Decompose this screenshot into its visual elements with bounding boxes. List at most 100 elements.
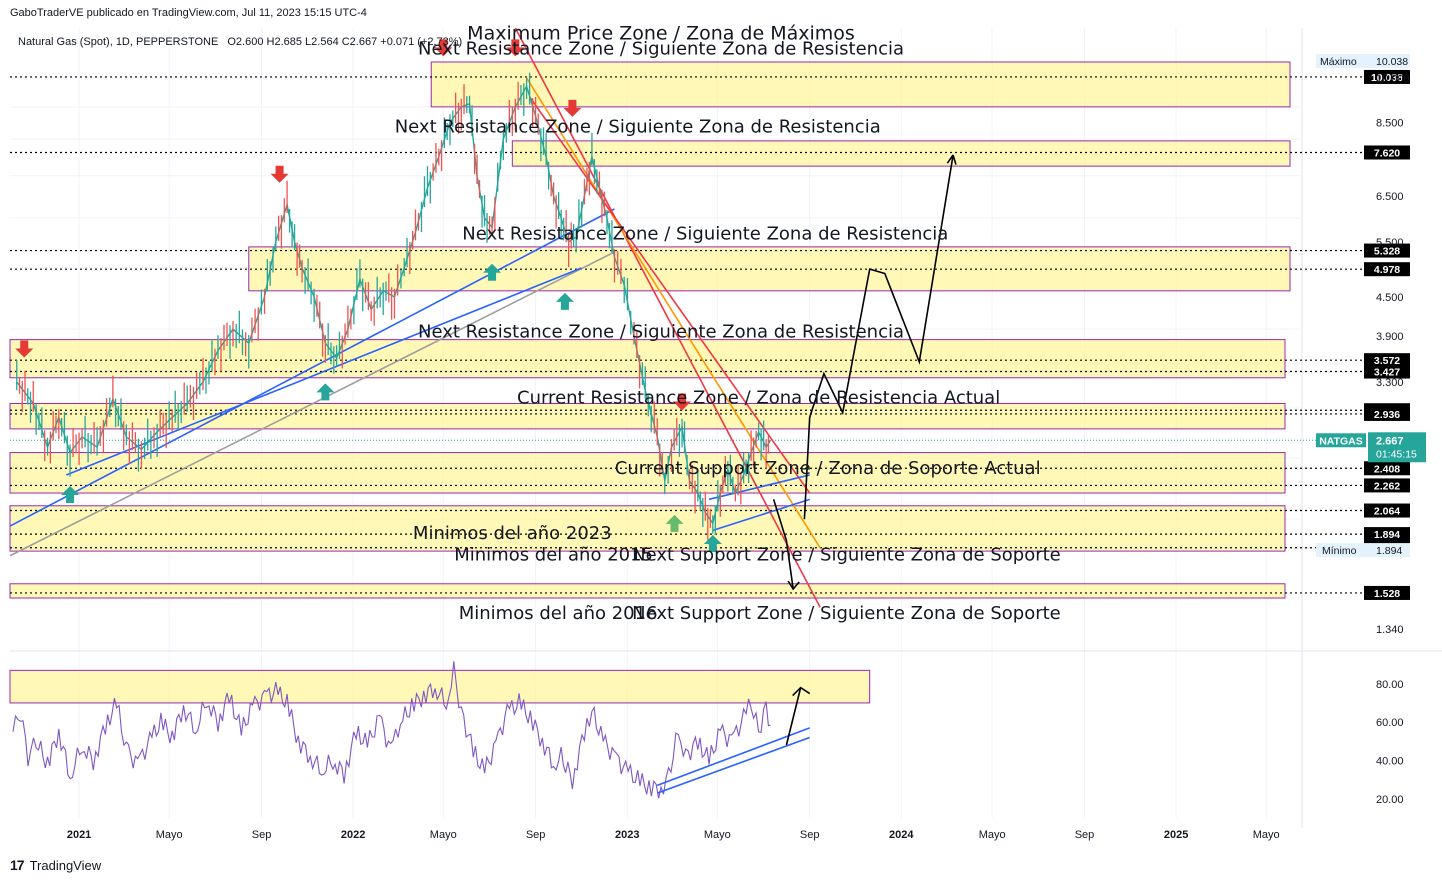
current-symbol: NATGAS <box>1319 435 1363 447</box>
y-tick-label: 1.340 <box>1376 624 1404 636</box>
current-price-bg <box>1368 432 1426 463</box>
rsi-zone <box>9 669 871 704</box>
x-tick-label: Mayo <box>430 829 457 841</box>
arrow-down-icon <box>15 340 34 358</box>
min-label-value: 1.894 <box>1376 545 1402 557</box>
price-level-label: 1.894 <box>1374 529 1400 541</box>
price-level-tag <box>1364 406 1410 421</box>
trendline-support-blue <box>712 498 810 532</box>
arrow-down-icon <box>434 39 453 57</box>
y-tick-label: 6.500 <box>1376 191 1404 203</box>
rsi-arrow <box>785 687 802 746</box>
max-label-value: 10.038 <box>1376 56 1408 68</box>
y-tick-label: 5.500 <box>1376 237 1404 249</box>
x-tick-label: 2024 <box>889 829 914 841</box>
arrow-up-icon <box>483 263 502 281</box>
projection <box>772 154 957 591</box>
price-level-tag <box>1364 503 1410 518</box>
annotation-text: Next Resistance Zone / Siguiente Zona de… <box>462 223 948 244</box>
trendline-ascending-blue <box>9 208 615 527</box>
max-label-name: Máximo <box>1320 56 1357 68</box>
rsi-y-tick-label: 80.00 <box>1376 679 1404 691</box>
y-tick-label: 4.500 <box>1376 292 1404 304</box>
trendline-descending-orange <box>525 77 821 549</box>
price-level-tag <box>1364 243 1410 258</box>
price-level-label: 2.262 <box>1374 480 1400 492</box>
publish-line: GaboTraderVE publicado en TradingView.co… <box>10 7 367 19</box>
rsi-trendline <box>656 736 810 794</box>
annotation-text: Next Support Zone / Siguiente Zona de So… <box>632 603 1061 624</box>
annotation-text: Current Resistance Zone / Zona de Resist… <box>517 387 1000 408</box>
rsi-pane <box>9 661 871 799</box>
x-tick-label: Sep <box>800 829 820 841</box>
support-resistance-zone <box>248 246 1291 292</box>
price-level-tag <box>1364 145 1410 160</box>
price-level-tag <box>1364 364 1410 379</box>
annotation-text: Next Resistance Zone / Siguiente Zona de… <box>395 116 881 137</box>
price-level-label: 4.978 <box>1374 264 1400 276</box>
projection-down-arrowhead <box>787 580 800 591</box>
x-tick-label: Mayo <box>156 829 183 841</box>
annotations: Maximum Price Zone / Zona de MáximosNext… <box>395 23 1061 624</box>
x-tick-label: Mayo <box>704 829 731 841</box>
y-tick-label: 8.500 <box>1376 118 1404 130</box>
x-tick-label: Sep <box>252 829 272 841</box>
annotation-text: Minimos del año 2023 <box>413 523 612 544</box>
arrow-up-icon <box>665 514 684 532</box>
price-level-tag <box>1364 461 1410 476</box>
current-countdown: 01:45:15 <box>1376 448 1417 460</box>
x-tick-label: 2023 <box>615 829 639 841</box>
symbol-name: Natural Gas (Spot), 1D, PEPPERSTONE <box>18 36 219 48</box>
arrow-down-icon <box>563 99 582 117</box>
price-level-tag <box>1364 69 1410 84</box>
price-level-label: 5.328 <box>1374 246 1400 258</box>
support-resistance-zone <box>9 452 1286 494</box>
rsi-y-tick-label: 60.00 <box>1376 717 1404 729</box>
arrow-up-icon <box>61 486 80 504</box>
arrow-up-icon <box>316 383 335 401</box>
ohlc-values: O2.600 H2.685 L2.564 C2.667 +0.071 (+2.7… <box>227 36 463 48</box>
arrow-down-icon <box>270 165 289 183</box>
price-level-label: 10.038 <box>1371 72 1403 84</box>
annotation-text: Next Resistance Zone / Siguiente Zona de… <box>418 38 904 59</box>
trendline-ascending-blue-2 <box>66 267 582 476</box>
x-tick-label: 2021 <box>67 829 91 841</box>
symbol-line: Natural Gas (Spot), 1D, PEPPERSTONE O2.6… <box>18 36 462 48</box>
price-level-tag <box>1364 353 1410 368</box>
x-tick-label: Mayo <box>979 829 1006 841</box>
price-level-label: 1.528 <box>1374 588 1400 600</box>
arrow-up-icon <box>555 292 574 310</box>
x-tick-label: Sep <box>526 829 546 841</box>
support-resistance-zone <box>9 505 1286 552</box>
support-resistance-zone <box>511 140 1291 167</box>
min-label-name: Mínimo <box>1322 545 1357 557</box>
annotation-text: Minimos del año 2015 <box>454 545 653 566</box>
axes: 10.0387.6205.3284.9783.5723.4272.9762.93… <box>67 53 1426 841</box>
trendline-descending-red <box>514 27 821 608</box>
price-level-label: 2.064 <box>1374 506 1400 518</box>
annotation-text: Next Resistance Zone / Siguiente Zona de… <box>418 322 904 343</box>
y-tick-label: 3.900 <box>1376 331 1404 343</box>
tradingview-logo-icon: 17 <box>10 857 25 873</box>
price-level-label: 7.620 <box>1374 147 1400 159</box>
x-tick-label: Sep <box>1075 829 1095 841</box>
rsi-arrowhead <box>792 686 811 697</box>
current-price: 2.667 <box>1376 435 1404 447</box>
footer-logo-text: TradingView <box>29 857 102 873</box>
annotation-text: Next Support Zone / Siguiente Zona de So… <box>632 545 1061 566</box>
price-level-tag <box>1364 585 1410 600</box>
price-level-tag <box>1364 262 1410 277</box>
trendline-support-blue-2 <box>708 474 810 501</box>
rsi-y-tick-label: 20.00 <box>1376 794 1404 806</box>
trendline-ascending-gray <box>9 251 615 557</box>
projection-down-path <box>772 499 794 590</box>
rsi-trendline <box>656 727 810 787</box>
arrow-down-icon <box>506 39 525 57</box>
x-tick-label: Mayo <box>1253 829 1280 841</box>
max-label-bg <box>1316 53 1410 68</box>
price-level-tag <box>1364 478 1410 493</box>
zones <box>9 61 1362 599</box>
y-tick-label: 3.300 <box>1376 377 1404 389</box>
annotation-text: Minimos del año 2016 <box>459 603 658 624</box>
